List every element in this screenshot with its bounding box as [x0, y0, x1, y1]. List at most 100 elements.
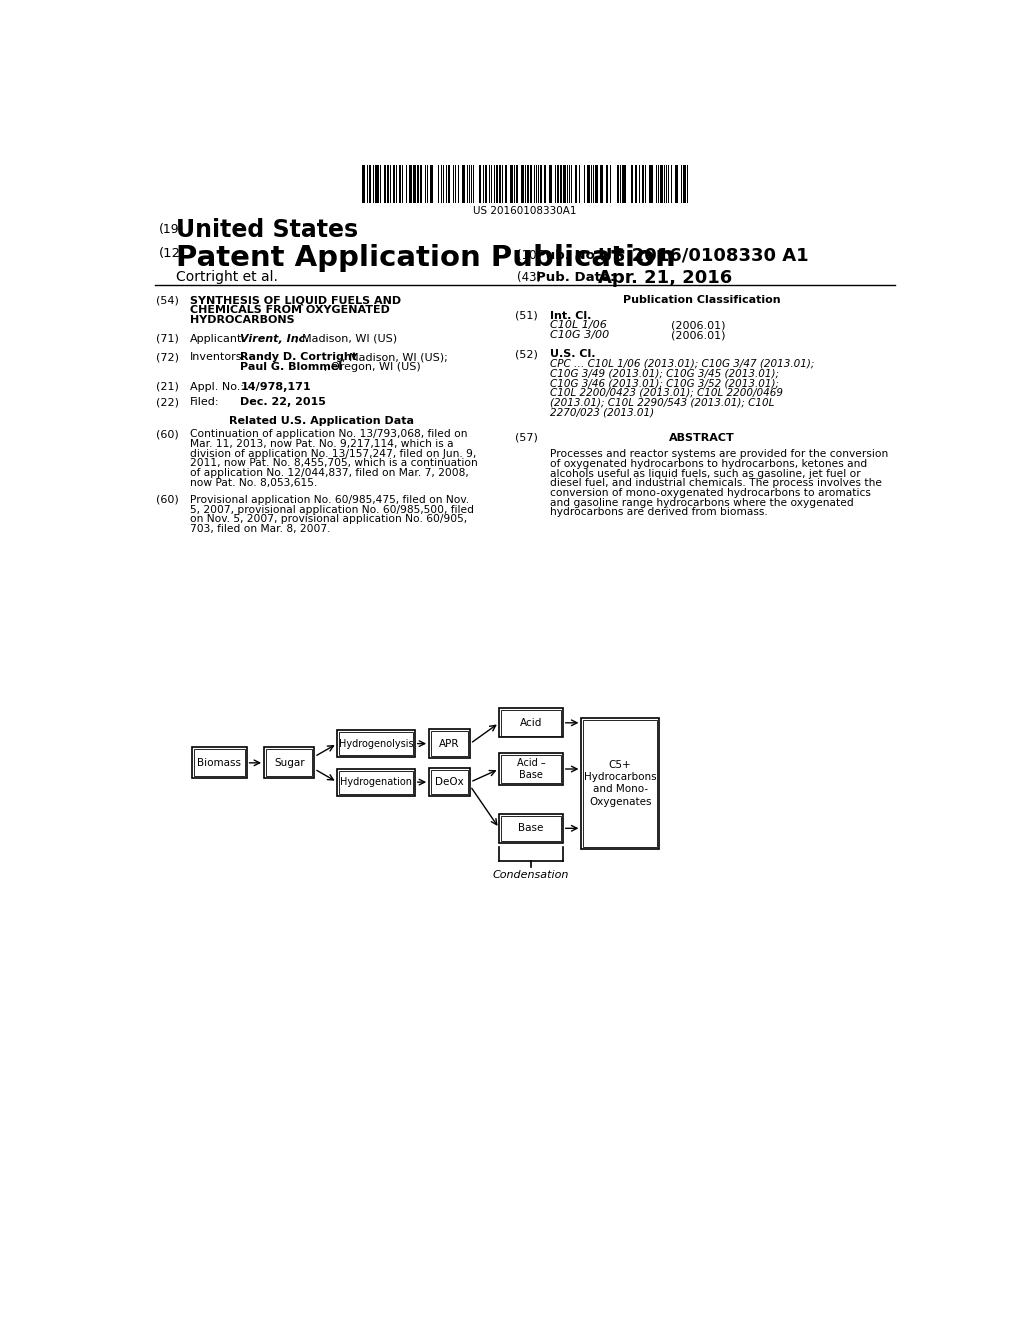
Bar: [557, 165, 559, 203]
Text: C5+
Hydrocarbons
and Mono-
Oxygenates: C5+ Hydrocarbons and Mono- Oxygenates: [584, 759, 656, 807]
Text: (57): (57): [515, 433, 539, 442]
Bar: [549, 165, 552, 203]
Bar: [642, 165, 644, 203]
Bar: [506, 165, 507, 203]
Bar: [401, 165, 403, 203]
Text: Appl. No.:: Appl. No.:: [190, 381, 244, 392]
Text: , Oregon, WI (US): , Oregon, WI (US): [324, 362, 421, 372]
Bar: [337, 730, 415, 758]
Bar: [584, 165, 586, 203]
Text: Cortright et al.: Cortright et al.: [176, 271, 278, 284]
Text: Dec. 22, 2015: Dec. 22, 2015: [241, 397, 327, 407]
Text: 5, 2007, provisional application No. 60/985,500, filed: 5, 2007, provisional application No. 60/…: [190, 504, 474, 515]
Text: (43): (43): [517, 271, 541, 284]
Text: of oxygenated hydrocarbons to hydrocarbons, ketones and: of oxygenated hydrocarbons to hydrocarbo…: [550, 459, 867, 469]
Bar: [473, 165, 474, 203]
Bar: [683, 165, 686, 203]
Bar: [510, 165, 513, 203]
Bar: [430, 165, 433, 203]
Bar: [387, 165, 389, 203]
Bar: [445, 165, 447, 203]
Bar: [606, 165, 607, 203]
Text: (51): (51): [515, 312, 539, 321]
Text: , Madison, WI (US): , Madison, WI (US): [295, 334, 396, 345]
Text: (10): (10): [517, 249, 541, 263]
Text: 2270/023 (2013.01): 2270/023 (2013.01): [550, 407, 654, 417]
Bar: [362, 165, 364, 203]
Bar: [417, 165, 419, 203]
Bar: [650, 165, 653, 203]
Bar: [570, 165, 572, 203]
Text: CPC … C10L 1/06 (2013.01); C10G 3/47 (2013.01);: CPC … C10L 1/06 (2013.01); C10G 3/47 (20…: [550, 359, 815, 370]
Text: Apr. 21, 2016: Apr. 21, 2016: [598, 268, 732, 286]
Bar: [530, 165, 531, 203]
Bar: [193, 747, 247, 779]
Bar: [522, 165, 524, 203]
Text: (2006.01): (2006.01): [671, 321, 725, 330]
Text: hydrocarbons are derived from biomass.: hydrocarbons are derived from biomass.: [550, 507, 768, 517]
Bar: [339, 771, 413, 793]
Bar: [429, 730, 470, 758]
Bar: [540, 165, 542, 203]
Text: SYNTHESIS OF LIQUID FUELS AND: SYNTHESIS OF LIQUID FUELS AND: [190, 296, 401, 305]
Bar: [471, 165, 472, 203]
Bar: [501, 755, 561, 783]
Text: US 2016/0108330 A1: US 2016/0108330 A1: [598, 247, 808, 265]
Text: (60): (60): [156, 495, 178, 504]
Text: Hydrogenation: Hydrogenation: [340, 777, 412, 787]
Bar: [515, 165, 518, 203]
Text: C10G 3/49 (2013.01); C10G 3/45 (2013.01);: C10G 3/49 (2013.01); C10G 3/45 (2013.01)…: [550, 368, 779, 379]
Bar: [467, 165, 468, 203]
Text: 2011, now Pat. No. 8,455,705, which is a continuation: 2011, now Pat. No. 8,455,705, which is a…: [190, 458, 478, 469]
Text: and gasoline range hydrocarbons where the oxygenated: and gasoline range hydrocarbons where th…: [550, 498, 854, 508]
Text: C10L 1/06: C10L 1/06: [550, 321, 607, 330]
Bar: [623, 165, 626, 203]
Bar: [589, 165, 590, 203]
Text: Paul G. Blommel: Paul G. Blommel: [241, 362, 342, 372]
Text: 14/978,171: 14/978,171: [241, 381, 311, 392]
Bar: [431, 731, 468, 756]
Bar: [600, 165, 601, 203]
Text: division of application No. 13/157,247, filed on Jun. 9,: division of application No. 13/157,247, …: [190, 449, 476, 458]
Text: alcohols useful as liquid fuels, such as gasoline, jet fuel or: alcohols useful as liquid fuels, such as…: [550, 469, 861, 479]
Text: of application No. 12/044,837, filed on Mar. 7, 2008,: of application No. 12/044,837, filed on …: [190, 469, 469, 478]
Text: C10G 3/00: C10G 3/00: [550, 330, 609, 341]
Bar: [631, 165, 633, 203]
Text: Pub. No.:: Pub. No.:: [536, 249, 605, 263]
Text: on Nov. 5, 2007, provisional application No. 60/905,: on Nov. 5, 2007, provisional application…: [190, 515, 467, 524]
Text: U.S. Cl.: U.S. Cl.: [550, 350, 596, 359]
Text: (22): (22): [156, 397, 179, 407]
Bar: [195, 750, 245, 776]
Text: Inventors:: Inventors:: [190, 352, 246, 363]
Bar: [496, 165, 498, 203]
Bar: [414, 165, 416, 203]
Bar: [420, 165, 422, 203]
Text: (19): (19): [159, 223, 184, 236]
Text: Provisional application No. 60/985,475, filed on Nov.: Provisional application No. 60/985,475, …: [190, 495, 469, 504]
Text: US 20160108330A1: US 20160108330A1: [473, 206, 577, 216]
Text: DeOx: DeOx: [435, 777, 464, 787]
Text: (72): (72): [156, 352, 179, 363]
Text: Hydrogenolysis: Hydrogenolysis: [339, 739, 414, 748]
Text: C10L 2200/0423 (2013.01); C10L 2200/0469: C10L 2200/0423 (2013.01); C10L 2200/0469: [550, 388, 783, 397]
Text: 703, filed on Mar. 8, 2007.: 703, filed on Mar. 8, 2007.: [190, 524, 331, 533]
Text: Biomass: Biomass: [198, 758, 242, 768]
Text: Randy D. Cortright: Randy D. Cortright: [241, 352, 357, 363]
Text: ABSTRACT: ABSTRACT: [669, 433, 734, 442]
Bar: [399, 165, 400, 203]
Text: conversion of mono-oxygenated hydrocarbons to aromatics: conversion of mono-oxygenated hydrocarbo…: [550, 488, 871, 498]
Text: CHEMICALS FROM OXYGENATED: CHEMICALS FROM OXYGENATED: [190, 305, 390, 315]
Text: diesel fuel, and industrial chemicals. The process involves the: diesel fuel, and industrial chemicals. T…: [550, 478, 883, 488]
Text: Related U.S. Application Data: Related U.S. Application Data: [229, 416, 415, 425]
Bar: [595, 165, 598, 203]
Text: Publication Classification: Publication Classification: [623, 296, 780, 305]
Bar: [479, 165, 481, 203]
Bar: [675, 165, 677, 203]
Text: (54): (54): [156, 296, 179, 305]
Bar: [393, 165, 395, 203]
Text: Acid: Acid: [520, 718, 542, 727]
Text: (21): (21): [156, 381, 179, 392]
Bar: [671, 165, 672, 203]
Text: (71): (71): [156, 334, 179, 345]
Bar: [453, 165, 455, 203]
